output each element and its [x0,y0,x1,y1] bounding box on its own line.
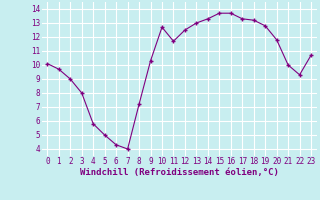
X-axis label: Windchill (Refroidissement éolien,°C): Windchill (Refroidissement éolien,°C) [80,168,279,177]
